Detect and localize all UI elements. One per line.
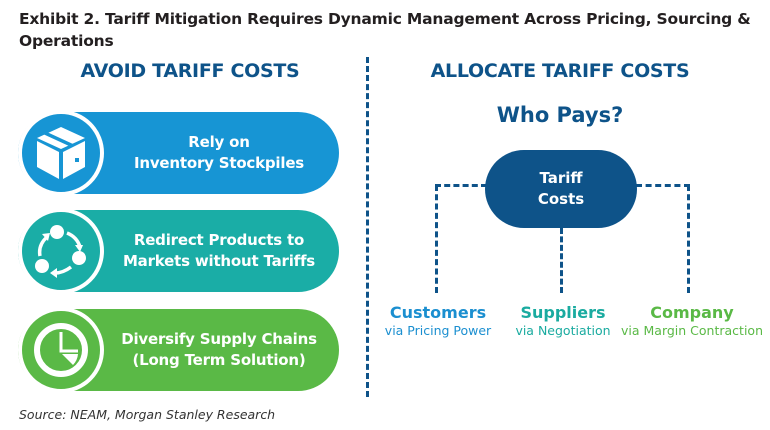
source-note: Source: NEAM, Morgan Stanley Research (19, 407, 276, 422)
strategy-text-inventory: Rely on Inventory Stockpiles (133, 133, 305, 172)
connector-company (687, 185, 690, 293)
connector-suppliers (560, 228, 563, 293)
connector-left-horizontal (435, 184, 487, 187)
box-icon (18, 110, 104, 196)
cycle-arrows-icon (18, 208, 104, 294)
who-pays-question: Who Pays? (496, 103, 624, 127)
connector-customers (435, 185, 438, 293)
strategy-text-redirect: Redirect Products to Markets without Tar… (122, 231, 316, 270)
strategy-text-diversify: Diversify Supply Chains (Long Term Solut… (121, 330, 317, 369)
tariff-costs-node: Tariff Costs (485, 150, 637, 228)
exhibit-title: Exhibit 2. Tariff Mitigation Requires Dy… (19, 10, 751, 50)
pie-chart-icon (18, 307, 104, 393)
payer-customers: Customers via Pricing Power (384, 303, 492, 338)
avoid-heading: AVOID TARIFF COSTS (80, 60, 300, 82)
allocate-heading: ALLOCATE TARIFF COSTS (430, 60, 690, 82)
connector-right-horizontal (636, 184, 690, 187)
payer-suppliers: Suppliers via Negotiation (515, 303, 611, 338)
section-divider (366, 57, 369, 397)
payer-company: Company via Margin Contraction (621, 303, 763, 338)
